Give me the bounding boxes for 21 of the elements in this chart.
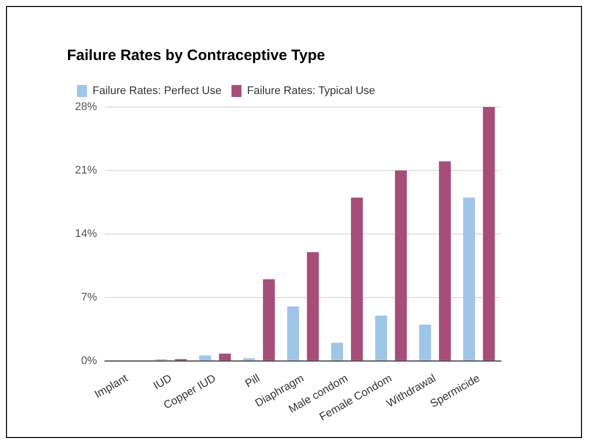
bar — [262, 279, 275, 360]
bar — [331, 342, 344, 360]
legend-label: Failure Rates: Perfect Use — [92, 85, 222, 98]
y-tick-label: 0% — [81, 354, 98, 367]
bar — [350, 198, 363, 360]
bar — [463, 198, 476, 360]
bar — [482, 107, 495, 360]
bar — [218, 354, 231, 360]
bar — [419, 324, 432, 360]
bar — [394, 170, 407, 360]
y-tick-label: 14% — [74, 228, 98, 240]
legend-label: Failure Rates: Typical Use — [246, 85, 376, 98]
y-tick-label: 21% — [74, 164, 98, 177]
bar — [306, 252, 319, 360]
y-tick-label: 28% — [74, 101, 98, 114]
y-tick-label: 7% — [81, 291, 98, 304]
bar — [199, 355, 212, 360]
bar — [375, 316, 388, 360]
chart-title: Failure Rates by Contraceptive Type — [67, 47, 326, 64]
bar — [287, 306, 300, 360]
bar — [438, 161, 451, 360]
